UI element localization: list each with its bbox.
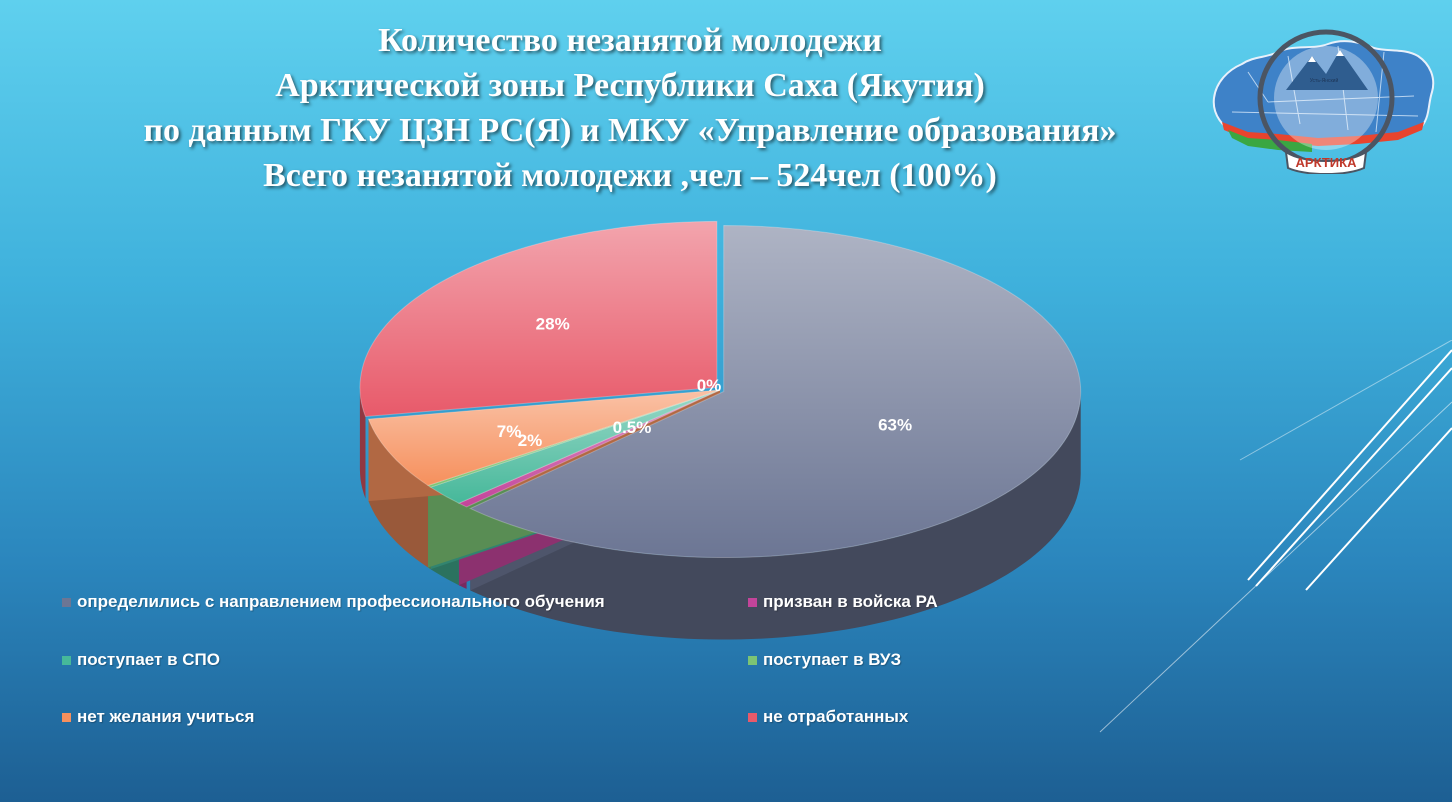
pie-slice-highlight-5	[359, 221, 717, 417]
legend-label-2: поступает в СПО	[77, 650, 220, 669]
legend-swatch-1	[748, 597, 757, 607]
arctic-logo: АРКТИКА Усть-Янский	[1212, 29, 1435, 174]
legend-swatch-4	[62, 712, 71, 722]
legend-label-4: нет желания учиться	[77, 707, 255, 726]
pie-slice-highlight-3	[428, 390, 720, 488]
legend-label-1: призван в войска РА	[763, 592, 938, 611]
pie-label-5: 28%	[536, 315, 570, 334]
title-line-1: Количество незанятой молодежи	[378, 22, 882, 59]
pie-slice-highlight-4	[368, 390, 720, 486]
pie-slice-highlight-1	[458, 390, 720, 507]
pie-slice-highlight-2	[430, 390, 720, 504]
legend-label-0: определились с направлением профессионал…	[77, 592, 605, 611]
logo-map-label: Усть-Янский	[1310, 77, 1339, 84]
legend-label-5: не отработанных	[763, 707, 909, 726]
pie-slice-side-0	[470, 391, 1081, 640]
pie-slice-side-5	[359, 387, 366, 499]
pie-label-2: 2%	[518, 431, 543, 450]
pie-slice-highlight-0	[470, 225, 1081, 558]
pie-label-1: 0.5%	[613, 418, 652, 437]
legend-label-3: поступает в ВУЗ	[763, 650, 902, 669]
pie-label-3: 0%	[697, 376, 722, 395]
legend-item-0: определились с направлением профессионал…	[62, 592, 605, 612]
chart-title: Количество незанятой молодежи Арктическо…	[60, 18, 1200, 198]
legend-swatch-2	[62, 655, 71, 665]
logo-text: АРКТИКА	[1296, 155, 1358, 170]
title-line-2: Арктической зоны Республики Саха (Якутия…	[275, 67, 985, 104]
pie-label-4: 7%	[497, 422, 522, 441]
decorative-lines	[1099, 340, 1452, 733]
legend-swatch-5	[748, 712, 757, 722]
pie-label-0: 63%	[878, 416, 912, 435]
legend-swatch-0	[62, 597, 71, 607]
chart-legend: определились с направлением профессионал…	[62, 592, 1062, 752]
legend-swatch-3	[748, 655, 757, 665]
legend-item-4: нет желания учиться	[62, 707, 254, 727]
legend-item-3: поступает в ВУЗ	[748, 650, 901, 670]
title-line-3: по данным ГКУ ЦЗН РС(Я) и МКУ «Управлени…	[143, 112, 1117, 149]
legend-item-5: не отработанных	[748, 707, 908, 727]
legend-item-1: призван в войска РА	[748, 592, 938, 612]
title-line-4: Всего незанятой молодежи ,чел – 524чел (…	[263, 157, 997, 194]
logo-banner	[1284, 149, 1368, 174]
legend-item-2: поступает в СПО	[62, 650, 220, 670]
